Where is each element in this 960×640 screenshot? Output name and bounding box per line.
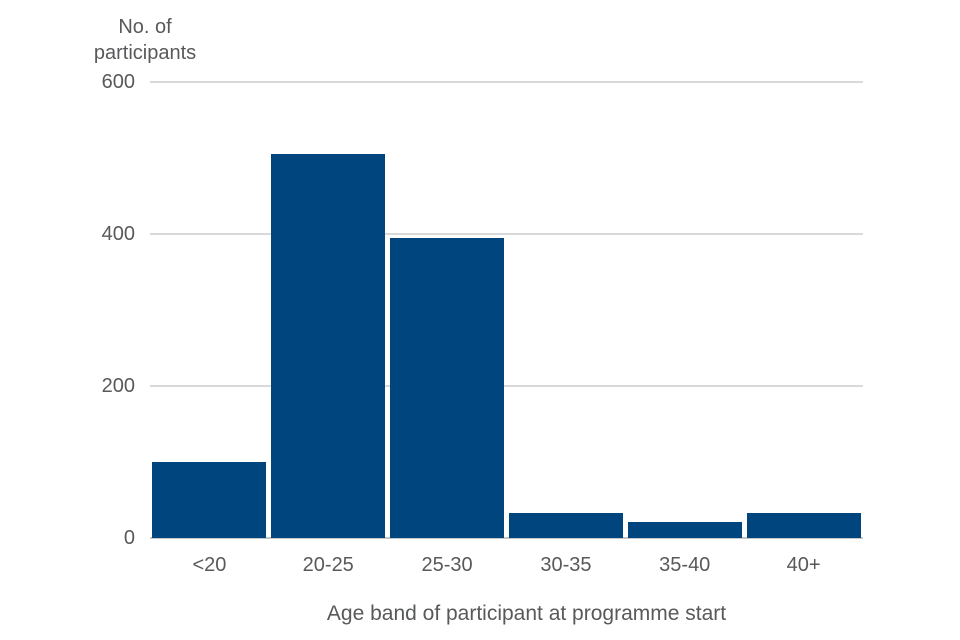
gridline-600 [150,81,863,83]
bar-age-25-30 [390,237,505,538]
y-axis-title: No. of participants [93,16,197,64]
bar-age-40-plus [746,512,861,538]
y-tick-label-200: 200 [101,375,135,397]
y-tick-label-400: 400 [101,223,135,245]
y-tick-label-600: 600 [101,71,135,93]
gridline-200 [150,385,863,387]
bar-age-35-40 [627,522,742,538]
x-axis-title: Age band of participant at programme sta… [326,602,727,625]
x-tick-label-25-30: 25-30 [421,554,473,576]
x-tick-label-30-35: 30-35 [540,554,592,576]
bar-age-30-35 [508,512,623,538]
y-tick-label-0: 0 [123,527,135,549]
x-tick-label-35-40: 35-40 [659,554,711,576]
gridline-400 [150,233,863,235]
bar-age-20-25 [271,154,386,538]
x-tick-label-under-20: <20 [192,554,227,576]
x-axis-line [150,537,863,539]
x-tick-label-20-25: 20-25 [302,554,354,576]
x-tick-label-40-plus: 40+ [786,554,821,576]
bar-age-under-20 [152,462,267,538]
